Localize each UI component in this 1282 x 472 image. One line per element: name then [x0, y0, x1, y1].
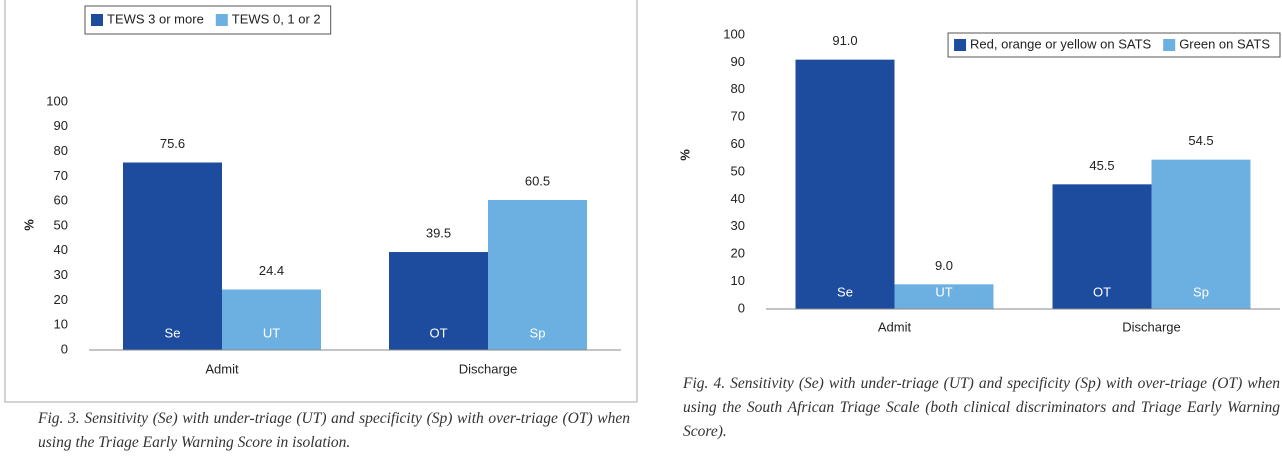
caption: Fig. 4. Sensitivity (Se) with under-tria… — [683, 375, 1280, 440]
legend-box — [84, 5, 332, 35]
value-label: 54.5 — [1188, 133, 1213, 148]
y-tick-label: 90 — [54, 118, 68, 133]
y-tick-label: 70 — [731, 109, 745, 124]
bar — [488, 199, 587, 350]
y-axis-label: % — [21, 219, 36, 231]
y-tick-label: 0 — [61, 341, 68, 356]
y-tick-label: 80 — [54, 143, 68, 158]
bar — [222, 289, 321, 350]
legend-box — [947, 32, 1281, 58]
bar — [894, 284, 994, 309]
y-tick-label: 90 — [731, 54, 745, 69]
y-tick-label: 40 — [731, 191, 745, 206]
y-tick-label: 40 — [54, 242, 68, 257]
bar-label: Se — [165, 325, 181, 340]
y-tick-label: 100 — [723, 26, 745, 41]
legend-label: TEWS 0, 1 or 2 — [232, 11, 321, 26]
value-label: 24.4 — [259, 263, 284, 278]
y-tick-label: 100 — [46, 93, 68, 108]
y-tick-label: 50 — [54, 217, 68, 232]
y-axis-label: % — [677, 149, 692, 161]
value-label: 9.0 — [935, 258, 953, 273]
bar — [123, 162, 222, 350]
y-tick-label: 60 — [54, 193, 68, 208]
y-tick-label: 80 — [731, 81, 745, 96]
value-label: 45.5 — [1089, 158, 1114, 173]
y-tick-label: 30 — [731, 218, 745, 233]
value-label: 91.0 — [832, 33, 857, 48]
x-tick-label: Admit — [878, 319, 912, 334]
value-label: 39.5 — [426, 225, 451, 240]
x-tick-label: Discharge — [1122, 319, 1181, 334]
bar — [1052, 184, 1152, 309]
bar — [795, 59, 895, 309]
y-tick-label: 50 — [731, 163, 745, 178]
value-label: 60.5 — [525, 173, 550, 188]
legend-swatch — [215, 14, 228, 26]
caption: Fig. 3. Sensitivity (Se) with under-tria… — [38, 410, 630, 451]
panel-frame — [4, 0, 638, 403]
bar — [389, 252, 488, 350]
bar-label: UT — [263, 325, 280, 340]
bar-label: Se — [837, 284, 853, 299]
bar-label: Sp — [530, 325, 546, 340]
bar-label: UT — [935, 284, 952, 299]
legend-swatch — [1163, 39, 1176, 51]
bar-label: OT — [429, 325, 447, 340]
y-tick-label: 20 — [54, 292, 68, 307]
y-tick-label: 10 — [54, 317, 68, 332]
y-tick-label: 30 — [54, 267, 68, 282]
y-tick-label: 60 — [731, 136, 745, 151]
bar — [1151, 159, 1251, 309]
y-tick-label: 20 — [731, 246, 745, 261]
value-label: 75.6 — [160, 136, 185, 151]
y-tick-label: 0 — [738, 300, 745, 315]
legend-label: Red, orange or yellow on SATS — [970, 36, 1151, 51]
bar-label: Sp — [1193, 284, 1209, 299]
legend-label: Green on SATS — [1179, 36, 1270, 51]
y-tick-label: 10 — [731, 273, 745, 288]
legend-label: TEWS 3 or more — [107, 11, 204, 26]
y-tick-label: 70 — [54, 168, 68, 183]
legend-swatch — [954, 39, 967, 51]
bar-label: OT — [1093, 284, 1111, 299]
x-tick-label: Admit — [205, 361, 239, 376]
x-tick-label: Discharge — [459, 361, 518, 376]
legend-swatch — [91, 14, 103, 26]
